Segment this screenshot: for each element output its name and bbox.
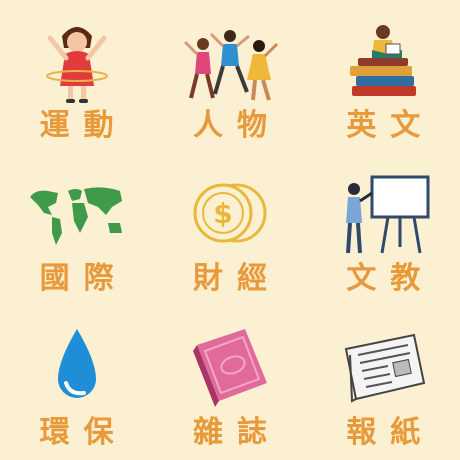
category-sports[interactable]: 運動 bbox=[0, 0, 153, 153]
category-label: 人物 bbox=[192, 108, 281, 143]
world-map-icon bbox=[22, 167, 132, 259]
teacher-whiteboard-icon bbox=[328, 167, 438, 259]
category-label: 國際 bbox=[39, 261, 128, 297]
category-label: 環保 bbox=[39, 414, 128, 450]
category-english[interactable]: 英文 bbox=[307, 0, 460, 153]
category-label: 英文 bbox=[346, 108, 435, 143]
category-environment[interactable]: 環保 bbox=[0, 307, 153, 460]
category-label: 雜誌 bbox=[192, 414, 281, 450]
category-label: 報紙 bbox=[346, 414, 435, 450]
svg-text:$: $ bbox=[213, 197, 232, 230]
category-education[interactable]: 文教 bbox=[307, 153, 460, 306]
reader-on-books-icon bbox=[328, 14, 438, 106]
girl-hula-hoop-icon bbox=[22, 14, 132, 106]
category-international[interactable]: 國際 bbox=[0, 153, 153, 306]
newspaper-icon bbox=[328, 321, 438, 413]
category-newspaper[interactable]: 報紙 bbox=[307, 307, 460, 460]
category-label: 運動 bbox=[39, 108, 128, 143]
dancing-people-icon bbox=[175, 14, 285, 106]
magazine-icon bbox=[175, 321, 285, 413]
category-people[interactable]: 人物 bbox=[153, 0, 306, 153]
water-drop-icon bbox=[22, 321, 132, 413]
category-label: 文教 bbox=[346, 261, 435, 297]
category-magazine[interactable]: 雜誌 bbox=[153, 307, 306, 460]
category-finance[interactable]: $ 財經 bbox=[153, 153, 306, 306]
category-label: 財經 bbox=[192, 261, 281, 297]
coins-icon: $ bbox=[175, 167, 285, 259]
